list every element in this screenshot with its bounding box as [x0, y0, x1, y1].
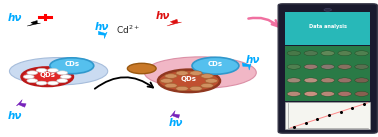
Circle shape: [338, 64, 352, 69]
Circle shape: [304, 51, 318, 56]
FancyBboxPatch shape: [285, 12, 370, 45]
Circle shape: [36, 68, 47, 72]
Text: CDs: CDs: [208, 61, 223, 67]
Text: Cd$^{2+}$: Cd$^{2+}$: [116, 24, 140, 36]
Circle shape: [287, 91, 301, 96]
Circle shape: [57, 79, 68, 83]
Circle shape: [287, 64, 301, 69]
Circle shape: [355, 51, 369, 56]
Text: QDs: QDs: [39, 72, 55, 78]
Polygon shape: [170, 111, 180, 118]
Circle shape: [165, 83, 177, 88]
Circle shape: [27, 79, 38, 83]
Circle shape: [48, 68, 58, 72]
Circle shape: [48, 81, 58, 85]
Circle shape: [23, 75, 34, 79]
Circle shape: [338, 91, 352, 96]
Text: hν: hν: [8, 13, 22, 23]
Ellipse shape: [144, 57, 256, 88]
Circle shape: [192, 57, 239, 74]
Circle shape: [27, 71, 38, 75]
Polygon shape: [242, 63, 251, 70]
FancyBboxPatch shape: [285, 46, 370, 101]
Text: hν: hν: [95, 22, 109, 32]
Text: CDs: CDs: [64, 61, 79, 67]
FancyBboxPatch shape: [285, 102, 370, 129]
Circle shape: [190, 71, 202, 75]
Circle shape: [287, 78, 301, 83]
Circle shape: [321, 51, 335, 56]
Circle shape: [321, 78, 335, 83]
Circle shape: [201, 74, 213, 78]
Circle shape: [36, 81, 47, 85]
Circle shape: [57, 71, 68, 75]
Text: hν: hν: [246, 55, 260, 65]
Ellipse shape: [9, 58, 108, 85]
Circle shape: [165, 74, 177, 78]
Circle shape: [321, 91, 335, 96]
Circle shape: [190, 86, 202, 91]
Polygon shape: [27, 21, 40, 26]
Text: hν: hν: [155, 12, 170, 21]
Circle shape: [50, 58, 94, 74]
Text: hν: hν: [169, 118, 183, 128]
Circle shape: [355, 91, 369, 96]
Circle shape: [304, 91, 318, 96]
Circle shape: [158, 70, 220, 92]
Circle shape: [324, 8, 332, 11]
Text: QDs: QDs: [181, 76, 197, 82]
Text: hν: hν: [8, 112, 22, 121]
Circle shape: [201, 83, 213, 88]
Circle shape: [355, 64, 369, 69]
Circle shape: [176, 71, 188, 75]
Circle shape: [127, 63, 156, 74]
Circle shape: [287, 51, 301, 56]
Circle shape: [205, 79, 217, 83]
Text: Data analysis: Data analysis: [309, 24, 347, 29]
Circle shape: [176, 86, 188, 91]
Circle shape: [355, 78, 369, 83]
Circle shape: [161, 79, 173, 83]
Circle shape: [338, 78, 352, 83]
Circle shape: [321, 64, 335, 69]
FancyArrowPatch shape: [248, 18, 278, 26]
Circle shape: [338, 51, 352, 56]
Circle shape: [60, 75, 71, 79]
Polygon shape: [98, 31, 107, 39]
Circle shape: [304, 64, 318, 69]
Circle shape: [22, 67, 73, 86]
Circle shape: [304, 78, 318, 83]
Polygon shape: [16, 100, 26, 107]
FancyBboxPatch shape: [278, 4, 377, 133]
FancyArrowPatch shape: [95, 77, 153, 89]
Polygon shape: [167, 19, 181, 26]
